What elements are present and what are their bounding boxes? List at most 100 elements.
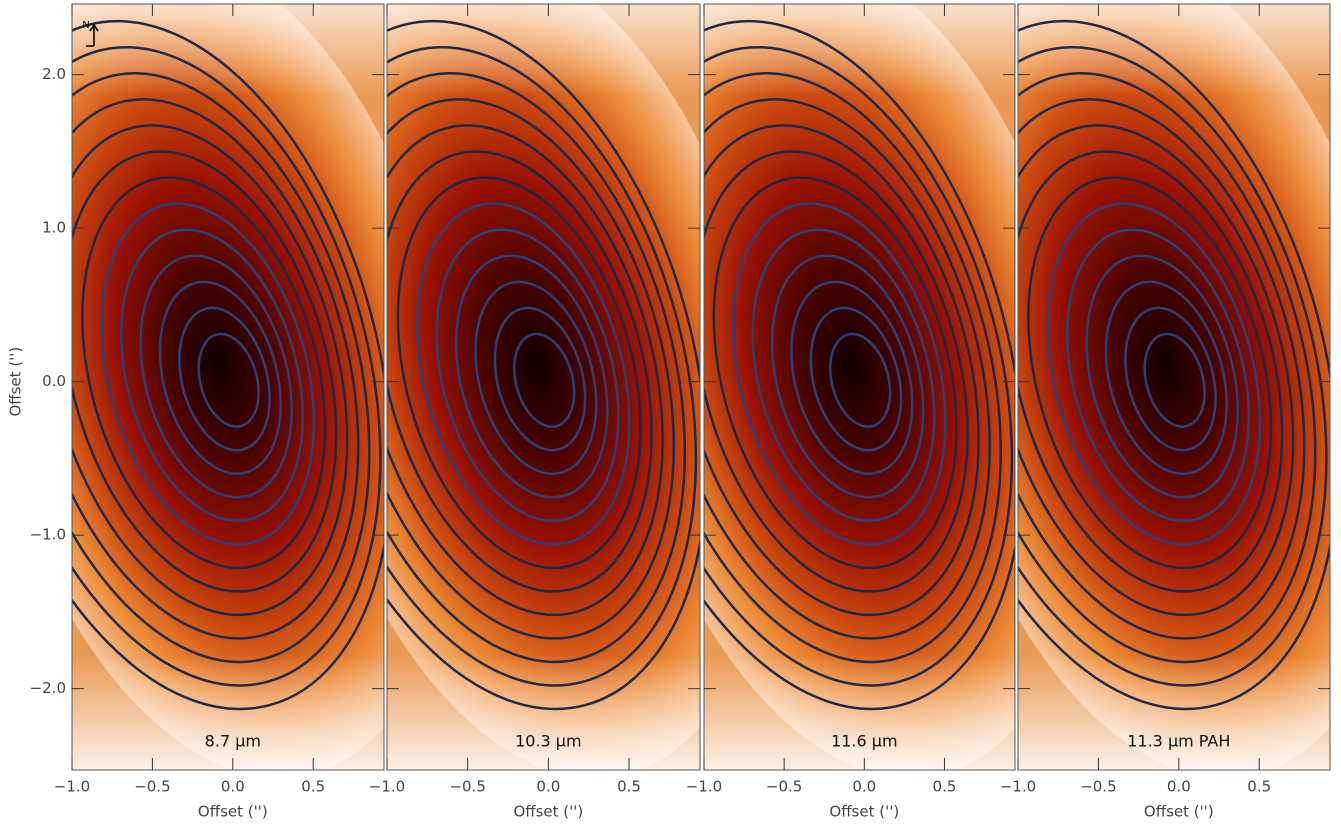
contour <box>712 176 958 570</box>
contour <box>1027 176 1273 570</box>
contour <box>1046 202 1262 546</box>
contour <box>72 19 384 711</box>
contour <box>1065 228 1251 523</box>
y-tick-label: 1.0 <box>42 219 66 237</box>
contour <box>454 254 609 499</box>
x-tick-label: 0.0 <box>536 778 560 796</box>
contour <box>732 202 947 546</box>
contour <box>72 124 349 617</box>
contour <box>828 332 892 428</box>
contour <box>387 19 700 711</box>
x-tick-label: 0.5 <box>617 778 641 796</box>
panel: −1.0 −0.5 0.0 0.5 10.3 µm Offset ('') <box>369 3 701 821</box>
contour <box>387 46 698 687</box>
map-image <box>704 4 1015 770</box>
contour <box>72 46 382 687</box>
x-tick-label: −0.5 <box>134 778 170 796</box>
x-tick-label: 0.5 <box>301 778 325 796</box>
contour <box>704 46 1014 687</box>
contour <box>72 150 338 593</box>
y-tick-label: 2.0 <box>42 65 66 83</box>
contour <box>513 332 576 428</box>
contour <box>1085 254 1240 499</box>
map-image <box>1018 4 1330 770</box>
panel-label: 10.3 µm <box>515 732 581 751</box>
contour <box>119 228 305 523</box>
plot-frame <box>703 3 1016 771</box>
x-tick-label: −1.0 <box>369 778 405 796</box>
panel: −1.0 −0.5 0.0 0.5 −2.0 −1.0 0.0 1.0 2.0 8.7 µm Off… <box>7 3 385 821</box>
contour <box>387 150 653 593</box>
contour <box>1143 332 1206 428</box>
contour <box>178 306 271 452</box>
map-image <box>72 4 384 770</box>
y-axis-label: Offset ('') <box>7 347 25 417</box>
x-tick-label: −0.5 <box>1080 778 1116 796</box>
plot-frame <box>386 3 701 771</box>
contour <box>493 306 587 452</box>
contour <box>396 176 642 570</box>
y-tick-label: −2.0 <box>30 679 66 697</box>
contour <box>704 150 969 593</box>
x-tick-label: 0.0 <box>852 778 876 796</box>
x-axis-label: Offset ('') <box>1144 803 1214 821</box>
contour <box>387 98 675 640</box>
x-tick-label: −1.0 <box>54 778 90 796</box>
contour <box>139 254 294 499</box>
map-image <box>387 4 700 770</box>
contour <box>704 124 980 617</box>
plot-frame <box>1017 3 1331 771</box>
panel-label: 8.7 µm <box>205 732 261 751</box>
contour <box>1018 72 1317 664</box>
contour <box>1018 46 1328 687</box>
y-tick-label: −1.0 <box>30 526 66 544</box>
x-tick-label: 0.5 <box>1247 778 1271 796</box>
x-axis-label: Offset ('') <box>198 803 268 821</box>
contour <box>751 228 936 523</box>
x-tick-label: −0.5 <box>449 778 485 796</box>
edge-fade <box>1018 4 1330 770</box>
panel-label: 11.3 µm PAH <box>1127 732 1230 751</box>
edge-fade <box>72 4 384 770</box>
contour <box>81 176 327 570</box>
plot-frame <box>71 3 385 771</box>
contour <box>1018 19 1330 711</box>
contour <box>1104 280 1228 475</box>
contour <box>72 72 371 664</box>
panel: −1.0 −0.5 0.0 0.5 11.6 µm Offset ('') <box>686 3 1016 821</box>
contour <box>790 280 914 475</box>
contour <box>72 98 360 640</box>
contour <box>158 280 282 475</box>
contour <box>416 202 631 546</box>
contour <box>1018 98 1306 640</box>
contour <box>809 306 903 452</box>
contour <box>435 228 620 523</box>
panel: −1.0 −0.5 0.0 0.5 11.3 µm PAH Offset ('') <box>1000 3 1331 821</box>
contour <box>1018 150 1284 593</box>
contour <box>1018 124 1295 617</box>
contour <box>100 202 316 546</box>
x-tick-label: 0.0 <box>1167 778 1191 796</box>
contour <box>704 72 1003 664</box>
x-axis-label: Offset ('') <box>513 803 583 821</box>
north-label: N <box>82 20 89 31</box>
x-tick-label: 0.5 <box>933 778 957 796</box>
x-tick-label: −1.0 <box>686 778 722 796</box>
x-tick-label: 0.0 <box>221 778 245 796</box>
x-axis-label: Offset ('') <box>829 803 899 821</box>
contour <box>387 124 664 617</box>
contour <box>770 254 925 499</box>
north-arrow <box>86 23 99 47</box>
contour <box>704 98 991 640</box>
x-tick-label: −0.5 <box>766 778 802 796</box>
edge-fade <box>387 4 700 770</box>
contour <box>1124 306 1217 452</box>
contour <box>704 19 1015 711</box>
contour <box>474 280 598 475</box>
x-tick-label: −1.0 <box>1000 778 1036 796</box>
contour <box>197 332 260 428</box>
contour <box>387 72 687 664</box>
y-tick-label: 0.0 <box>42 372 66 390</box>
panel-label: 11.6 µm <box>831 732 897 751</box>
